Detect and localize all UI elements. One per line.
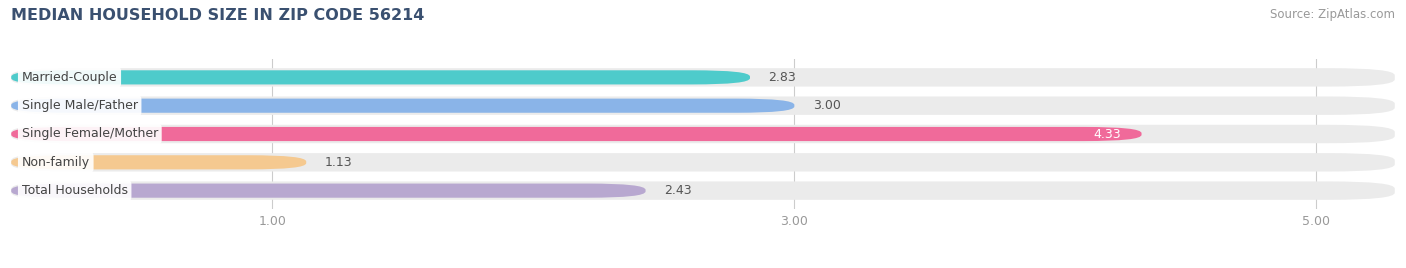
Text: Source: ZipAtlas.com: Source: ZipAtlas.com: [1270, 8, 1395, 21]
Text: 4.33: 4.33: [1092, 128, 1121, 140]
FancyBboxPatch shape: [11, 127, 1142, 141]
Text: 2.43: 2.43: [664, 184, 692, 197]
FancyBboxPatch shape: [11, 96, 1395, 115]
Text: 1.13: 1.13: [325, 156, 352, 169]
Text: Single Male/Father: Single Male/Father: [21, 99, 138, 112]
FancyBboxPatch shape: [11, 153, 1395, 172]
FancyBboxPatch shape: [11, 155, 307, 169]
Text: Single Female/Mother: Single Female/Mother: [21, 128, 157, 140]
FancyBboxPatch shape: [11, 68, 1395, 87]
FancyBboxPatch shape: [11, 99, 794, 113]
Text: 2.83: 2.83: [768, 71, 796, 84]
Text: Married-Couple: Married-Couple: [21, 71, 117, 84]
FancyBboxPatch shape: [11, 125, 1395, 143]
FancyBboxPatch shape: [11, 181, 1395, 200]
Text: 3.00: 3.00: [813, 99, 841, 112]
Text: Total Households: Total Households: [21, 184, 128, 197]
FancyBboxPatch shape: [11, 184, 645, 198]
Text: MEDIAN HOUSEHOLD SIZE IN ZIP CODE 56214: MEDIAN HOUSEHOLD SIZE IN ZIP CODE 56214: [11, 8, 425, 23]
Text: Non-family: Non-family: [21, 156, 90, 169]
FancyBboxPatch shape: [11, 70, 749, 84]
